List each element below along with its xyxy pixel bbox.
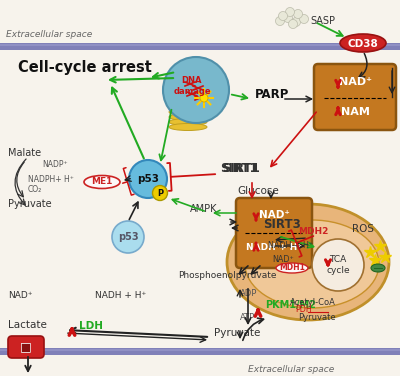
Text: SIRT1: SIRT1 xyxy=(222,162,260,175)
Circle shape xyxy=(284,14,292,23)
FancyBboxPatch shape xyxy=(236,198,312,268)
Text: p53: p53 xyxy=(137,174,159,184)
Text: NAD⁺: NAD⁺ xyxy=(272,255,294,264)
Circle shape xyxy=(294,9,302,18)
Ellipse shape xyxy=(84,176,120,188)
Circle shape xyxy=(300,15,308,23)
Circle shape xyxy=(163,57,229,123)
Text: PKM1/M2: PKM1/M2 xyxy=(265,300,316,310)
Bar xyxy=(0,44,400,46)
Text: SIRT3: SIRT3 xyxy=(263,218,301,231)
Text: ATP: ATP xyxy=(240,313,255,322)
Text: ■: ■ xyxy=(20,341,32,353)
Ellipse shape xyxy=(245,220,379,308)
Text: PDH: PDH xyxy=(295,305,312,314)
Text: Pyruvate: Pyruvate xyxy=(8,199,52,209)
Text: NADH + H⁺: NADH + H⁺ xyxy=(268,241,313,250)
FancyBboxPatch shape xyxy=(8,336,44,358)
Text: Extracellular space: Extracellular space xyxy=(6,30,92,39)
Text: Lactate: Lactate xyxy=(8,320,47,330)
Bar xyxy=(0,348,400,355)
Circle shape xyxy=(292,18,300,26)
Text: NAD⁺: NAD⁺ xyxy=(338,77,372,87)
Text: Pyruvate: Pyruvate xyxy=(214,328,260,338)
Ellipse shape xyxy=(371,264,385,272)
Text: ADP: ADP xyxy=(240,289,257,298)
Ellipse shape xyxy=(227,204,389,320)
Text: NADP⁺: NADP⁺ xyxy=(42,160,68,169)
Text: Glucose: Glucose xyxy=(237,186,279,196)
Circle shape xyxy=(200,94,208,102)
Text: MDH2: MDH2 xyxy=(298,227,328,236)
Text: □: □ xyxy=(20,341,32,353)
Text: Malate: Malate xyxy=(8,148,41,158)
Text: Phosphoenolpyruvate: Phosphoenolpyruvate xyxy=(178,271,276,280)
Ellipse shape xyxy=(169,114,207,120)
Text: p53: p53 xyxy=(118,232,138,242)
Text: NAM: NAM xyxy=(340,107,370,117)
Text: Acetyl-CoA: Acetyl-CoA xyxy=(290,298,336,307)
Text: Cell-cycle arrest: Cell-cycle arrest xyxy=(18,60,152,75)
Text: SASP: SASP xyxy=(310,16,335,26)
Ellipse shape xyxy=(276,263,308,273)
Text: DNA
damage: DNA damage xyxy=(173,76,211,96)
Text: SIRT1: SIRT1 xyxy=(220,162,258,175)
Text: P: P xyxy=(157,188,163,197)
Text: PARP: PARP xyxy=(255,88,289,101)
Ellipse shape xyxy=(340,34,386,52)
FancyBboxPatch shape xyxy=(314,64,396,130)
Text: CD38: CD38 xyxy=(348,39,378,49)
Text: AMPK: AMPK xyxy=(190,204,218,214)
Circle shape xyxy=(152,185,168,200)
Circle shape xyxy=(288,20,298,29)
Text: ME1: ME1 xyxy=(91,177,113,186)
Bar xyxy=(0,43,400,50)
Text: CO₂: CO₂ xyxy=(28,185,42,194)
Bar xyxy=(0,349,400,351)
Circle shape xyxy=(286,8,294,17)
Text: MDH1: MDH1 xyxy=(279,264,305,273)
Text: Extracellular space: Extracellular space xyxy=(248,365,334,374)
Ellipse shape xyxy=(169,109,207,115)
Text: NADH + H⁺: NADH + H⁺ xyxy=(246,244,302,253)
Ellipse shape xyxy=(169,118,207,126)
Circle shape xyxy=(276,17,284,26)
Text: NADPH+ H⁺: NADPH+ H⁺ xyxy=(28,175,74,184)
Ellipse shape xyxy=(169,123,207,130)
Circle shape xyxy=(129,160,167,198)
Circle shape xyxy=(112,221,144,253)
Circle shape xyxy=(312,239,364,291)
Text: LDH: LDH xyxy=(79,321,103,331)
Circle shape xyxy=(278,12,288,21)
Text: NADH + H⁺: NADH + H⁺ xyxy=(95,291,146,300)
Text: TCA
cycle: TCA cycle xyxy=(326,255,350,275)
Text: Pyruvate: Pyruvate xyxy=(298,313,336,322)
Text: NAD⁺: NAD⁺ xyxy=(258,210,290,220)
Text: ROS: ROS xyxy=(352,224,374,234)
Text: NAD⁺: NAD⁺ xyxy=(8,291,32,300)
